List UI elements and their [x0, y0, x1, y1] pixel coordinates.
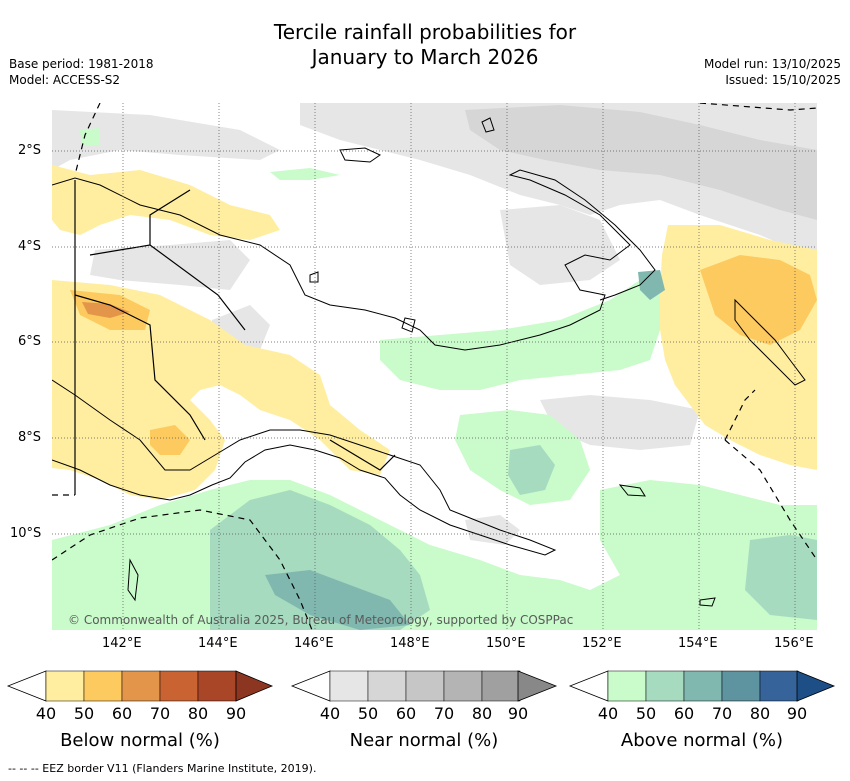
lon-label: 146°E [294, 636, 334, 651]
lat-label: 6°S [18, 334, 42, 349]
lat-label: 8°S [18, 430, 42, 445]
lon-label: 144°E [198, 636, 238, 651]
below-normal-region [52, 280, 390, 500]
near-normal-region [465, 105, 817, 220]
copyright-notice: © Commonwealth of Australia 2025, Bureau… [68, 613, 574, 627]
lon-label: 154°E [678, 636, 718, 651]
base-period: Base period: 1981-2018 [9, 57, 154, 71]
map-title: Tercile rainfall probabilities for Janua… [0, 20, 850, 70]
meta-left: Base period: 1981-2018 Model: ACCESS-S2 [9, 56, 154, 88]
colorbar-label-near: Near normal (%) [349, 730, 499, 751]
colorbar-above [568, 670, 836, 702]
meta-right: Model run: 13/10/2025 Issued: 15/10/2025 [704, 56, 841, 88]
above-normal-region [638, 270, 665, 300]
borders [74, 180, 396, 495]
model-name: Model: ACCESS-S2 [9, 73, 121, 87]
near-normal-region [540, 395, 700, 450]
lat-label: 4°S [18, 239, 42, 254]
gridlines [52, 103, 817, 630]
below-normal-region [82, 302, 130, 318]
lat-label: 10°S [10, 526, 42, 541]
above-normal-region [745, 535, 817, 620]
colorbar-label-below: Below normal (%) [60, 730, 220, 751]
title-line-2: January to March 2026 [311, 45, 539, 69]
above-normal-region [380, 280, 660, 390]
coastlines [52, 117, 806, 607]
lon-label: 148°E [390, 636, 430, 651]
near-normal-region [500, 205, 620, 285]
eez-footnote: -- -- -- EEZ border V11 (Flanders Marine… [8, 762, 317, 775]
colorbar-tick: 50 [73, 704, 95, 723]
colorbar-tick: 70 [149, 704, 171, 723]
near-normal-region [465, 515, 520, 545]
above-normal-region [80, 128, 100, 145]
colorbar-tick: 60 [673, 704, 695, 723]
eez-border [52, 103, 817, 630]
lon-label: 150°E [486, 636, 526, 651]
near-normal-region [90, 240, 250, 290]
colorbar-tick: 70 [433, 704, 455, 723]
colorbar-tick: 60 [111, 704, 133, 723]
lon-label: 156°E [774, 636, 814, 651]
above-normal-region [265, 570, 410, 630]
colorbar-tick: 40 [319, 704, 341, 723]
lon-label: 152°E [582, 636, 622, 651]
colorbar-tick: 70 [711, 704, 733, 723]
lon-label: 142°E [102, 636, 142, 651]
colorbar-tick: 90 [507, 704, 529, 723]
colorbar-tick: 40 [35, 704, 57, 723]
colorbar-tick: 60 [395, 704, 417, 723]
model-run: Model run: 13/10/2025 [703, 57, 841, 71]
above-normal-region [270, 168, 340, 180]
below-normal-region [700, 255, 817, 345]
below-normal-region [150, 425, 190, 455]
colorbar-tick: 80 [749, 704, 771, 723]
colorbar-tick: 80 [187, 704, 209, 723]
below-normal-region [52, 165, 280, 240]
lat-label: 2°S [18, 143, 42, 158]
map-area [52, 103, 817, 630]
colorbar-tick: 90 [225, 704, 247, 723]
colorbar-tick: 50 [357, 704, 379, 723]
near-normal-region [52, 110, 280, 170]
title-line-1: Tercile rainfall probabilities for [273, 20, 577, 44]
colorbar-tick: 50 [635, 704, 657, 723]
issued-date: Issued: 15/10/2025 [725, 73, 841, 87]
above-normal-region [508, 445, 555, 495]
colorbar-label-above: Above normal (%) [620, 730, 784, 751]
colorbar-below [6, 670, 274, 702]
colorbar-tick: 90 [786, 704, 808, 723]
colorbar-tick: 80 [471, 704, 493, 723]
colorbar-tick: 40 [597, 704, 619, 723]
colorbar-near [290, 670, 558, 702]
